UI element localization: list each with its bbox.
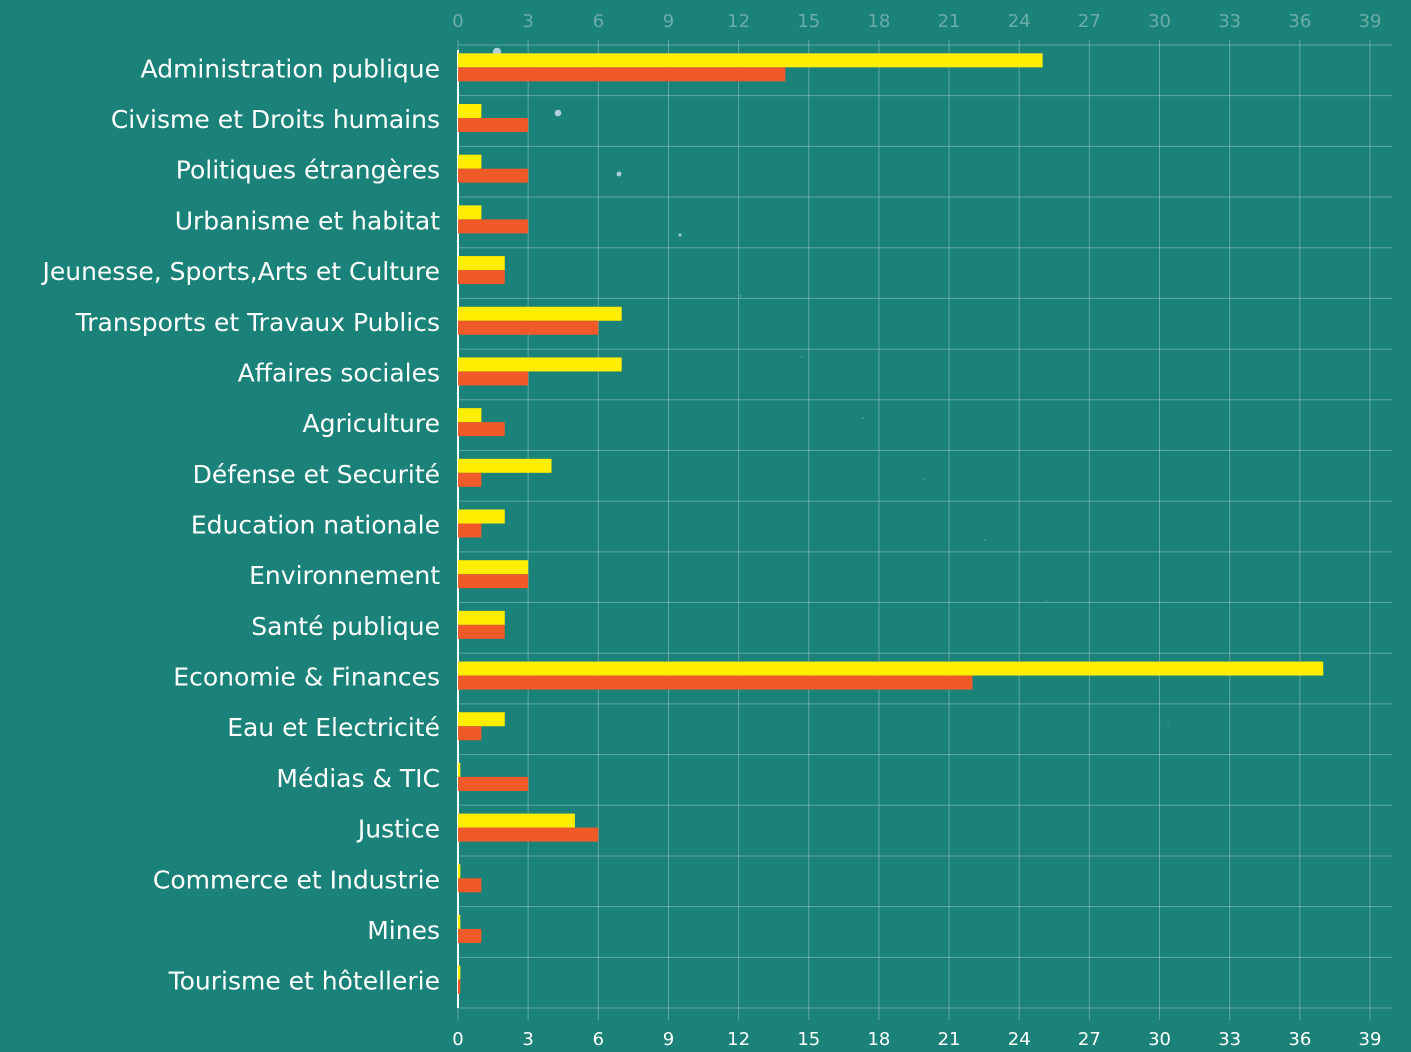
x-tick-label: 0	[452, 1029, 463, 1050]
dot	[679, 234, 682, 237]
x-tick-label: 36	[1288, 1029, 1311, 1050]
bar	[458, 459, 552, 473]
y-tick-label: Transports et Travaux Publics	[75, 308, 440, 337]
y-tick-label: Santé publique	[251, 612, 440, 641]
x-tick-label-top: 33	[1218, 11, 1241, 32]
bar	[458, 408, 481, 422]
x-tick-label-top: 12	[727, 11, 750, 32]
y-tick-label: Civisme et Droits humains	[111, 105, 440, 134]
bar	[458, 814, 575, 828]
y-tick-label: Politiques étrangères	[176, 156, 440, 185]
x-tick-label: 30	[1148, 1029, 1171, 1050]
y-tick-label: Tourisme et hôtellerie	[168, 967, 440, 996]
bar	[458, 574, 528, 588]
bar	[458, 662, 1323, 676]
y-tick-label: Mines	[367, 916, 440, 945]
bar	[458, 763, 460, 777]
y-tick-label: Environnement	[249, 561, 440, 590]
bar	[458, 726, 481, 740]
dot	[1168, 723, 1169, 724]
dot	[924, 479, 925, 480]
x-tick-label-top: 30	[1148, 11, 1171, 32]
y-tick-label: Urbanisme et habitat	[175, 206, 440, 235]
bar	[458, 104, 481, 118]
x-tick-label-top: 27	[1078, 11, 1101, 32]
bar	[458, 219, 528, 233]
bar	[458, 712, 505, 726]
x-tick-label: 3	[522, 1029, 533, 1050]
dot	[740, 295, 741, 296]
bar	[458, 676, 972, 690]
x-tick-label: 6	[593, 1029, 604, 1050]
bar	[458, 864, 460, 878]
chart: 0033669912121515181821212424272730303333…	[0, 0, 1411, 1052]
x-tick-label-top: 36	[1288, 11, 1311, 32]
dot	[1046, 601, 1047, 602]
x-tick-label-top: 18	[867, 11, 890, 32]
bar	[458, 611, 505, 625]
bar	[458, 357, 622, 371]
x-tick-label-top: 0	[452, 11, 463, 32]
bar	[458, 929, 481, 943]
x-tick-label: 24	[1008, 1029, 1031, 1050]
bar	[458, 524, 481, 538]
x-tick-label-top: 24	[1008, 11, 1031, 32]
dot	[617, 172, 622, 177]
y-tick-label: Commerce et Industrie	[153, 865, 440, 894]
bar	[458, 915, 460, 929]
dot	[985, 540, 986, 541]
bar	[458, 625, 505, 639]
bar	[458, 966, 460, 980]
y-tick-label: Economie & Finances	[173, 663, 440, 692]
x-tick-label: 33	[1218, 1029, 1241, 1050]
x-tick-label-top: 15	[797, 11, 820, 32]
bar	[458, 422, 505, 436]
bar	[458, 67, 785, 81]
x-tick-label: 12	[727, 1029, 750, 1050]
y-tick-label: Administration publique	[141, 54, 440, 83]
bar	[458, 270, 505, 284]
bar	[458, 473, 481, 487]
bar	[458, 155, 481, 169]
bar	[458, 307, 622, 321]
dot	[863, 418, 864, 419]
bar	[458, 169, 528, 183]
dot	[802, 357, 803, 358]
x-tick-label-top: 21	[938, 11, 961, 32]
x-tick-label-top: 39	[1359, 11, 1382, 32]
y-tick-label: Médias & TIC	[276, 764, 440, 793]
y-tick-label: Justice	[356, 815, 440, 844]
x-tick-label-top: 3	[522, 11, 533, 32]
y-tick-label: Education nationale	[191, 511, 440, 540]
y-tick-label: Agriculture	[303, 409, 441, 438]
y-tick-label: Jeunesse, Sports,Arts et Culture	[40, 257, 440, 286]
bar	[458, 510, 505, 524]
bar	[458, 777, 528, 791]
bar	[458, 980, 460, 994]
x-tick-label: 27	[1078, 1029, 1101, 1050]
bar	[458, 828, 598, 842]
x-tick-label: 21	[938, 1029, 961, 1050]
x-tick-label: 9	[663, 1029, 674, 1050]
bar	[458, 256, 505, 270]
bar	[458, 205, 481, 219]
x-tick-label: 15	[797, 1029, 820, 1050]
bar	[458, 878, 481, 892]
x-tick-label: 18	[867, 1029, 890, 1050]
bar	[458, 118, 528, 132]
y-tick-label: Défense et Securité	[193, 460, 440, 489]
x-tick-label-top: 6	[593, 11, 604, 32]
dot	[555, 110, 562, 117]
x-tick-label: 39	[1359, 1029, 1382, 1050]
bar	[458, 321, 598, 335]
bar	[458, 53, 1043, 67]
x-tick-label-top: 9	[663, 11, 674, 32]
y-tick-label: Affaires sociales	[238, 358, 440, 387]
y-tick-label: Eau et Electricité	[227, 713, 440, 742]
bar	[458, 371, 528, 385]
bar	[458, 560, 528, 574]
